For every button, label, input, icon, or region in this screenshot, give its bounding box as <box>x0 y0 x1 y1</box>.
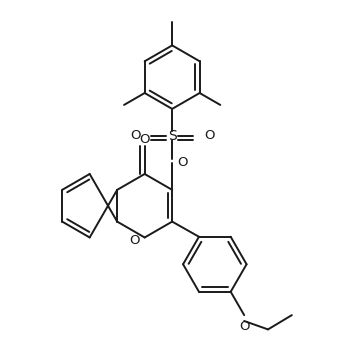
Text: O: O <box>130 130 141 143</box>
Text: O: O <box>177 156 187 170</box>
Text: O: O <box>239 320 250 333</box>
Text: O: O <box>139 133 150 146</box>
Text: S: S <box>168 129 177 143</box>
Text: O: O <box>204 130 214 143</box>
Text: O: O <box>130 234 140 247</box>
